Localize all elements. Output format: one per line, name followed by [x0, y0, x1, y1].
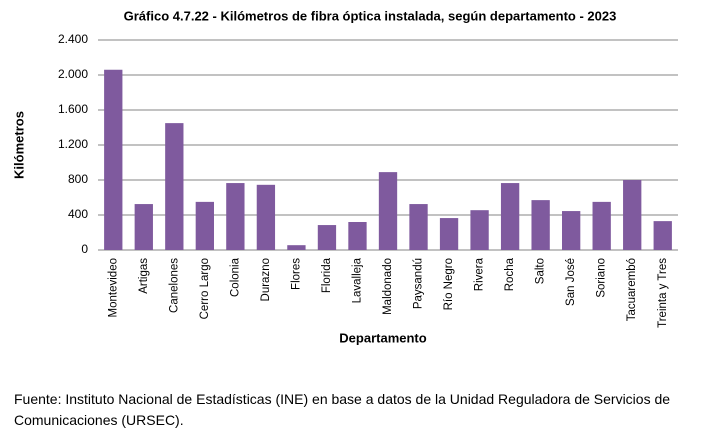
x-tick-label: Rocha — [504, 257, 516, 291]
source-note: Fuente: Instituto Nacional de Estadístic… — [14, 391, 671, 428]
x-tick-label: Lavalleja — [352, 257, 364, 303]
x-tick-label: Paysandú — [413, 258, 425, 309]
bar — [500, 183, 520, 250]
x-tick-label: Florida — [321, 257, 333, 293]
bar — [592, 201, 611, 250]
y-tick-label: 2.400 — [58, 32, 88, 46]
x-tick-label: San José — [565, 258, 577, 306]
x-tick-label: Rivera — [474, 257, 486, 291]
bar — [470, 210, 489, 250]
bar — [623, 180, 642, 250]
bar — [226, 183, 245, 250]
y-axis-label: Kilómetros — [11, 111, 26, 179]
x-tick-label: Montevideo — [107, 258, 119, 317]
x-tick-label: Cerro Largo — [199, 258, 211, 319]
y-tick-label: 0 — [81, 242, 88, 256]
x-tick-label: Tacuarembó — [626, 258, 638, 321]
bar — [409, 204, 428, 250]
bar — [562, 211, 581, 250]
x-tick-label: Río Negro — [443, 258, 455, 310]
bar — [348, 222, 367, 250]
y-tick-label: 1.600 — [58, 102, 88, 116]
y-tick-label: 400 — [68, 207, 88, 221]
y-tick-label: 800 — [68, 172, 88, 186]
x-tick-label: Canelones — [168, 258, 180, 313]
x-axis-label: Departamento — [339, 330, 426, 345]
x-tick-label: Flores — [290, 258, 302, 290]
y-tick-label: 1.200 — [58, 137, 88, 151]
x-tick-label: Maldonado — [382, 258, 394, 315]
x-tick-label: Colonia — [229, 257, 241, 297]
bar — [165, 123, 184, 250]
y-tick-label: 2.000 — [58, 67, 88, 81]
bar — [653, 221, 672, 250]
x-tick-label: Salto — [535, 258, 547, 284]
bar — [134, 204, 153, 250]
x-tick-label: Durazno — [260, 258, 272, 301]
x-tick-label: Soriano — [596, 258, 608, 298]
bar — [317, 225, 337, 250]
bar — [256, 184, 276, 250]
x-tick-label: Treinta y Tres — [657, 258, 669, 328]
bar — [287, 245, 306, 250]
bar — [104, 69, 123, 250]
chart: Gráfico 4.7.22 - Kilómetros de fibra ópt… — [11, 8, 678, 345]
bar — [378, 172, 398, 250]
chart-title: Gráfico 4.7.22 - Kilómetros de fibra ópt… — [124, 8, 617, 23]
bar — [439, 218, 459, 250]
bar — [195, 201, 214, 250]
bar — [531, 200, 550, 250]
x-tick-label: Artigas — [138, 258, 150, 294]
